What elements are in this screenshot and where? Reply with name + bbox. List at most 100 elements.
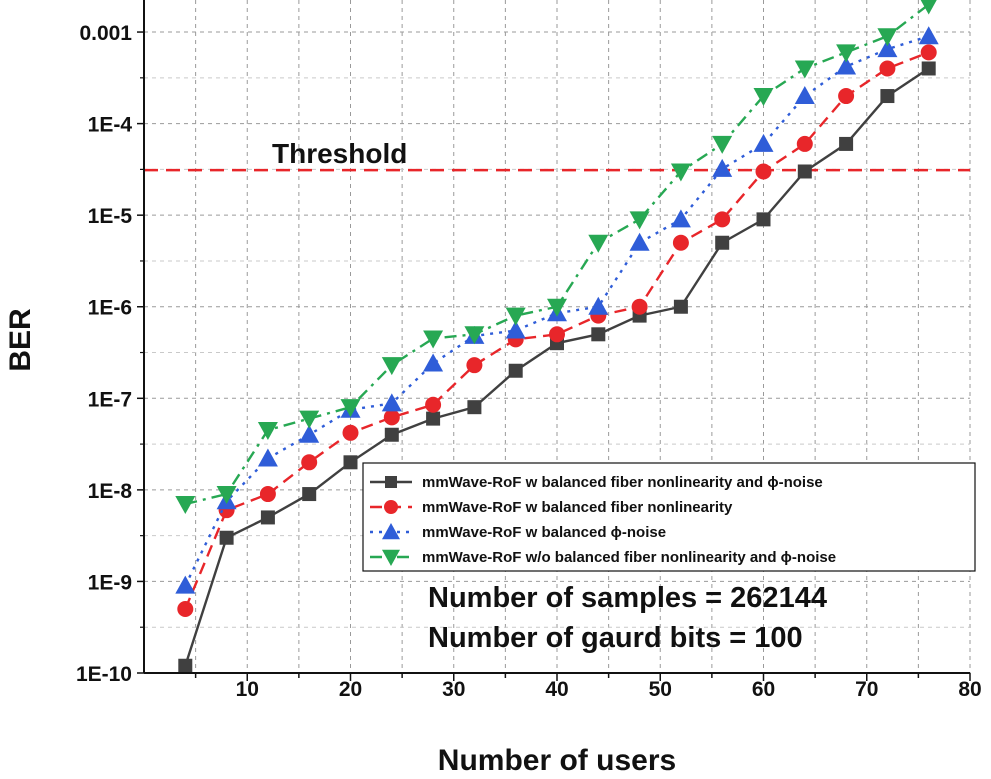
legend-label: mmWave-RoF w balanced fiber nonlinearity… xyxy=(422,474,823,491)
y-tick-label: 1E-10 xyxy=(76,663,132,686)
legend: mmWave-RoF w balanced fiber nonlinearity… xyxy=(362,462,976,572)
data-point xyxy=(260,510,275,525)
data-point xyxy=(629,211,650,230)
y-tick-label: 1E-6 xyxy=(88,297,132,320)
series-layer xyxy=(175,0,939,673)
data-point xyxy=(797,164,812,179)
data-point xyxy=(670,163,691,182)
data-point xyxy=(794,86,815,105)
data-point xyxy=(340,399,361,418)
samples-annotation: Number of samples = 262144 xyxy=(428,582,827,614)
y-tick-label: 1E-9 xyxy=(88,571,132,594)
legend-item: mmWave-RoF w balanced fiber nonlinearity… xyxy=(370,474,823,491)
data-point xyxy=(796,135,813,152)
data-point xyxy=(549,326,565,343)
data-point xyxy=(921,61,936,76)
data-point xyxy=(755,163,772,180)
data-point xyxy=(839,136,854,151)
x-tick-label: 80 xyxy=(958,678,981,701)
data-point xyxy=(880,89,895,104)
data-point xyxy=(505,320,526,339)
series-1 xyxy=(178,61,936,673)
y-tick-label: 1E-7 xyxy=(88,388,132,411)
data-point xyxy=(879,60,896,77)
legend-marker xyxy=(382,549,400,566)
legend-label: mmWave-RoF w balanced fiber nonlinearity xyxy=(422,499,733,516)
data-point xyxy=(877,39,898,58)
data-point xyxy=(425,396,442,413)
legend-label: mmWave-RoF w/o balanced fiber nonlineari… xyxy=(422,549,836,566)
data-point xyxy=(423,330,444,349)
x-tick-label: 10 xyxy=(236,678,259,701)
data-point xyxy=(381,357,402,376)
legend-box xyxy=(362,462,976,572)
data-point xyxy=(505,307,526,326)
x-tick-label: 70 xyxy=(855,678,878,701)
data-point xyxy=(426,411,441,426)
data-point xyxy=(715,235,730,250)
data-point xyxy=(508,363,523,378)
legend-marker xyxy=(385,476,397,488)
data-point xyxy=(219,530,234,545)
y-tick-label: 0.001 xyxy=(79,22,132,45)
y-tick-label: 1E-4 xyxy=(88,114,133,137)
data-point xyxy=(629,232,650,251)
data-point xyxy=(877,28,898,47)
series-2 xyxy=(177,44,937,617)
x-axis-title: Number of users xyxy=(438,744,676,777)
data-point xyxy=(920,0,937,15)
legend-item: mmWave-RoF w/o balanced fiber nonlineari… xyxy=(370,549,836,566)
x-tick-label: 50 xyxy=(649,678,672,701)
threshold-label: Threshold xyxy=(272,138,407,169)
data-point xyxy=(177,600,194,617)
legend-item: mmWave-RoF w balanced ϕ-noise xyxy=(370,523,666,541)
data-point xyxy=(342,424,359,441)
y-tick-label: 1E-5 xyxy=(88,205,133,228)
data-point xyxy=(384,427,399,442)
data-point xyxy=(178,658,193,673)
data-point xyxy=(381,393,402,412)
data-point xyxy=(838,88,855,105)
legend-label: mmWave-RoF w balanced ϕ-noise xyxy=(422,524,666,541)
data-point xyxy=(631,298,648,315)
y-tick-label: 1E-8 xyxy=(88,480,133,503)
threshold-layer: Threshold xyxy=(144,138,970,172)
data-point xyxy=(836,56,857,75)
series-4 xyxy=(175,0,937,515)
data-point xyxy=(216,486,237,505)
data-point xyxy=(259,486,276,503)
legend-item: mmWave-RoF w balanced fiber nonlinearity xyxy=(370,499,733,516)
data-point xyxy=(753,88,774,107)
data-point xyxy=(753,133,774,152)
data-point xyxy=(175,496,196,515)
data-point xyxy=(175,575,196,594)
data-point xyxy=(836,44,857,63)
x-tick-label: 30 xyxy=(442,678,465,701)
legend-marker xyxy=(382,523,400,540)
data-point xyxy=(588,296,609,315)
data-point xyxy=(673,299,688,314)
data-point xyxy=(467,400,482,415)
data-point xyxy=(466,357,483,374)
y-axis-title: BER xyxy=(4,308,37,372)
data-point xyxy=(299,410,320,429)
data-point xyxy=(302,487,317,502)
data-point xyxy=(299,424,320,443)
ticks: 10 20 30 40 50 60 70 80 1E-10 1E-9 1E-8 1E-7 1E-6 1E-… xyxy=(76,22,982,701)
data-point xyxy=(464,326,485,345)
guard-bits-annotation: Number of gaurd bits = 100 xyxy=(428,622,803,654)
data-point xyxy=(343,455,358,470)
data-point xyxy=(588,234,609,253)
data-point xyxy=(257,448,278,467)
data-point xyxy=(257,422,278,441)
data-point xyxy=(423,353,444,372)
data-point xyxy=(794,60,815,79)
x-tick-label: 60 xyxy=(752,678,775,701)
data-point xyxy=(918,26,939,45)
data-point xyxy=(547,298,567,317)
data-point xyxy=(712,158,733,177)
data-point xyxy=(383,409,400,426)
data-point xyxy=(714,211,731,228)
data-point xyxy=(301,454,318,471)
